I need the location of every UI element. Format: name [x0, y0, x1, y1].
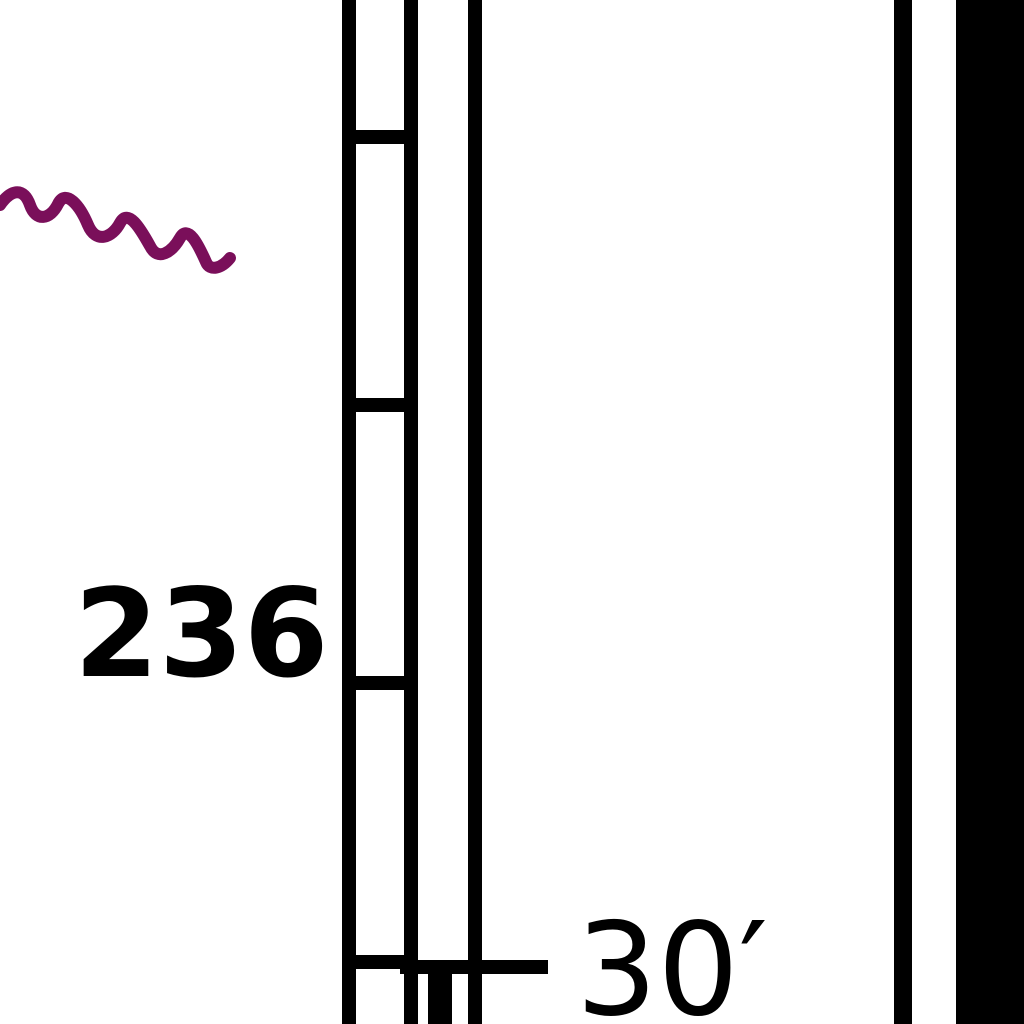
scale-bar-left-rail	[342, 0, 356, 1024]
tick-mark-stub	[428, 970, 452, 1024]
scale-bar-rung	[342, 676, 418, 690]
tick-mark	[400, 960, 548, 974]
inner-vertical-line	[468, 0, 482, 1024]
scale-bar-rung	[342, 130, 418, 144]
thick-boundary-bar	[956, 0, 1024, 1024]
measurement-label: 30′	[576, 896, 768, 1024]
scale-bar-right-rail	[404, 0, 418, 1024]
thin-vertical-line	[894, 0, 912, 1024]
scale-bar-rung	[342, 955, 418, 969]
scale-bar-rung	[342, 398, 418, 412]
number-label: 236	[74, 563, 329, 705]
purple-squiggle	[0, 186, 236, 274]
